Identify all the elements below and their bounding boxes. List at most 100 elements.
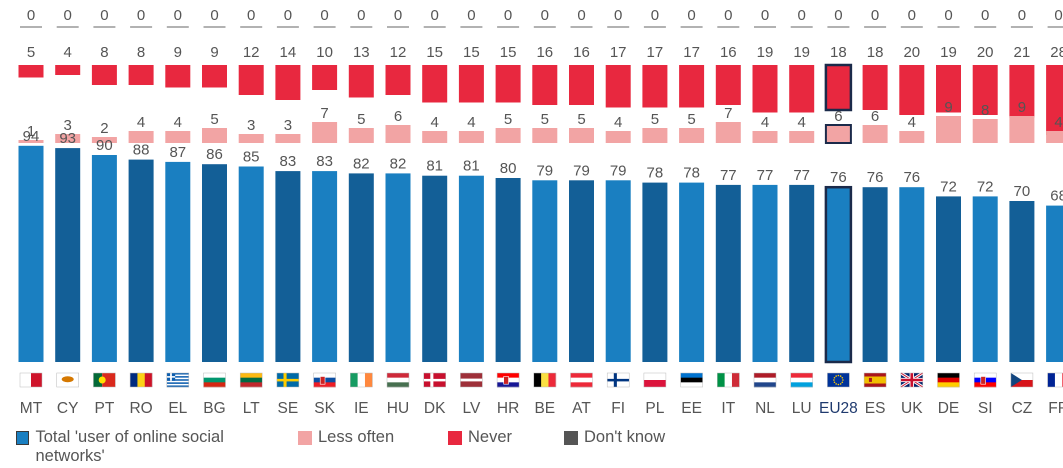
less-often-bar-bg [202,128,227,143]
less-often-bar-de [936,116,961,143]
less-often-label-sk: 7 [320,105,328,122]
never-label-hu: 12 [390,44,407,61]
dont-know-label-lv: 0 [467,7,475,24]
country-label-hr: HR [497,400,519,417]
less-often-label-eu28: 6 [834,108,842,125]
dont-know-label-bg: 0 [210,7,218,24]
dont-know-label-mt: 0 [27,7,35,24]
legend-item-dont-know: Don't know [564,428,665,447]
never-bar-hu [385,65,411,95]
never-bar-lv [458,65,484,103]
country-label-lt: LT [243,400,260,417]
country-label-pt: PT [94,400,114,417]
flag-icon-ie [350,372,373,388]
less-often-bar-el [165,131,191,143]
less-often-bar-hr [495,128,521,143]
total-label-be: 79 [536,162,553,179]
flag-icon-dk [423,372,446,388]
less-often-label-lv: 4 [467,114,475,131]
less-often-bar-si [972,119,998,143]
never-label-es: 18 [867,44,884,61]
less-often-label-be: 5 [541,111,549,128]
flag-icon-lt [239,372,263,388]
never-label-bg: 9 [210,44,218,61]
total-label-ie: 82 [353,155,370,172]
country-label-uk: UK [901,400,923,417]
total-bar-lu [789,184,815,362]
flag-icon-at [570,372,593,388]
less-often-bar-se [275,134,301,143]
dont-know-label-si: 0 [981,7,989,24]
total-bar-ee [679,182,705,362]
never-label-lt: 12 [243,44,260,61]
never-label-sk: 10 [316,44,333,61]
country-label-dk: DK [424,400,446,417]
never-label-cz: 21 [1014,44,1031,61]
less-often-label-de: 9 [944,99,952,116]
legend-item-less-often: Less often [298,428,394,447]
less-often-bar-eu28 [824,124,852,144]
never-label-lu: 19 [793,44,810,61]
flag-icon-cz [1010,372,1034,388]
country-label-cz: CZ [1012,400,1033,417]
never-bar-si [972,65,998,115]
never-bar-lu [789,65,815,113]
total-label-se: 83 [280,153,297,170]
less-often-label-fi: 4 [614,114,622,131]
less-often-bar-ro [128,131,154,143]
total-bar-pt [91,155,117,362]
country-label-hu: HU [387,400,409,417]
never-label-cy: 4 [64,44,72,61]
less-often-bar-lv [458,131,484,143]
never-label-lv: 15 [463,44,480,61]
flag-icon-fr [1047,372,1063,388]
never-bar-bg [202,65,227,88]
legend-swatch-total-users [16,431,30,445]
country-label-be: BE [534,400,555,417]
total-label-de: 72 [940,178,957,195]
total-label-mt: 94 [23,128,40,145]
less-often-bar-be [532,128,558,143]
never-bar-pt [91,65,117,85]
country-label-ee: EE [681,400,702,417]
never-label-mt: 5 [27,44,35,61]
total-label-cz: 70 [1014,183,1031,200]
flag-icon-ee [680,372,703,388]
country-label-lu: LU [792,400,812,417]
dont-know-label-cz: 0 [1018,7,1026,24]
less-often-label-fr: 4 [1054,114,1062,131]
less-often-label-mt: 1 [27,123,35,140]
dont-know-label-ee: 0 [687,7,695,24]
never-label-de: 19 [940,44,957,61]
never-bar-pl [642,65,668,108]
flag-icon-mt [19,372,43,388]
never-bar-el [165,65,191,88]
legend-label-total-users: Total 'user of online social networks' [35,428,224,465]
less-often-label-at: 5 [577,111,585,128]
country-label-fi: FI [611,400,625,417]
never-bar-cz [1009,65,1035,118]
flag-icon-es [863,372,887,388]
less-often-label-pl: 5 [651,111,659,128]
total-label-nl: 77 [757,167,774,184]
total-bar-ie [348,173,374,362]
total-bar-lt [238,166,264,362]
never-bar-it [715,65,741,105]
never-label-at: 16 [573,44,590,61]
flag-icon-hu [386,372,410,388]
never-bar-mt [18,65,44,78]
total-label-dk: 81 [426,158,443,175]
less-often-label-si: 8 [981,102,989,119]
less-often-label-cz: 9 [1018,99,1026,116]
country-label-at: AT [572,400,591,417]
flag-icon-it [717,372,740,388]
total-label-fi: 79 [610,162,627,179]
total-bar-si [972,196,998,362]
never-label-ro: 8 [137,44,145,61]
chart-legend: Total 'user of online social networks' L… [16,428,1056,468]
never-bar-cy [55,65,81,75]
less-often-bar-nl [752,131,778,143]
country-label-lv: LV [462,400,480,417]
less-often-bar-es [862,125,888,143]
